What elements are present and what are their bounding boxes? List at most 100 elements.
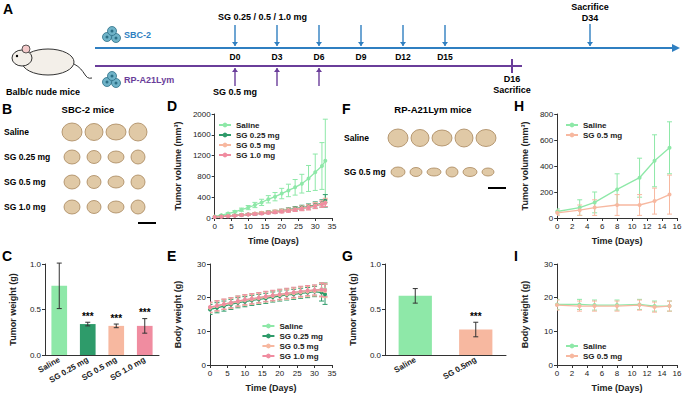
svg-text:200: 200 <box>540 188 554 197</box>
svg-text:5: 5 <box>225 369 230 378</box>
svg-text:Sacrifice: Sacrifice <box>571 2 609 12</box>
svg-text:D16: D16 <box>504 74 521 84</box>
svg-text:***: *** <box>82 311 94 322</box>
svg-text:D0: D0 <box>230 52 241 62</box>
svg-text:30: 30 <box>544 260 553 269</box>
svg-text:SG 0.5 mg: SG 0.5 mg <box>213 87 257 97</box>
svg-text:Time (Days): Time (Days) <box>592 236 643 246</box>
svg-text:F: F <box>342 101 351 117</box>
svg-text:0.0: 0.0 <box>370 351 382 360</box>
svg-text:D15: D15 <box>437 52 453 62</box>
svg-text:RP-A21Lym: RP-A21Lym <box>124 75 174 85</box>
svg-text:Tumor volume (mm³): Tumor volume (mm³) <box>173 122 183 211</box>
svg-text:2: 2 <box>570 222 575 231</box>
svg-text:0: 0 <box>549 361 554 370</box>
svg-text:35: 35 <box>328 222 337 231</box>
svg-text:Tumor volume (mm³): Tumor volume (mm³) <box>520 122 530 211</box>
svg-text:10: 10 <box>628 369 637 378</box>
svg-text:20: 20 <box>197 293 206 302</box>
svg-text:Saline: Saline <box>583 342 607 351</box>
svg-text:SG 1.0 mg: SG 1.0 mg <box>236 151 275 160</box>
svg-text:D9: D9 <box>356 52 367 62</box>
svg-text:20: 20 <box>277 222 286 231</box>
svg-text:600: 600 <box>540 136 554 145</box>
svg-text:SG 0.5mg: SG 0.5mg <box>442 355 479 381</box>
svg-text:10: 10 <box>544 327 553 336</box>
svg-text:0: 0 <box>208 369 213 378</box>
svg-text:Body weight (g): Body weight (g) <box>520 281 530 349</box>
svg-text:0.5: 0.5 <box>30 305 42 314</box>
svg-text:Saline: Saline <box>583 121 607 130</box>
svg-text:***: *** <box>139 307 151 318</box>
svg-text:0.0: 0.0 <box>30 351 42 360</box>
svg-text:D12: D12 <box>395 52 411 62</box>
svg-text:8: 8 <box>615 222 620 231</box>
svg-text:0: 0 <box>555 369 560 378</box>
svg-text:0: 0 <box>549 214 554 223</box>
svg-text:Tumor weight (g): Tumor weight (g) <box>348 273 358 345</box>
svg-text:6: 6 <box>600 222 605 231</box>
svg-text:Body weight (g): Body weight (g) <box>173 281 183 349</box>
svg-text:10: 10 <box>240 369 249 378</box>
svg-text:800: 800 <box>197 172 211 181</box>
svg-text:1.0: 1.0 <box>370 260 382 269</box>
svg-text:SG 0.25 mg: SG 0.25 mg <box>279 332 323 341</box>
svg-text:25: 25 <box>294 222 303 231</box>
svg-text:A: A <box>3 1 13 17</box>
svg-text:6: 6 <box>600 369 605 378</box>
svg-text:10: 10 <box>197 327 206 336</box>
svg-text:12: 12 <box>643 222 652 231</box>
svg-text:10: 10 <box>628 222 637 231</box>
svg-text:Saline: Saline <box>236 121 260 130</box>
svg-text:1200: 1200 <box>193 151 211 160</box>
svg-text:16: 16 <box>673 369 682 378</box>
svg-text:SG 0.5 mg: SG 0.5 mg <box>583 352 622 361</box>
svg-text:0: 0 <box>212 222 217 231</box>
svg-text:SG 0.5 mg: SG 0.5 mg <box>4 177 46 187</box>
svg-text:D6: D6 <box>314 52 325 62</box>
svg-text:SG 1.0 mg: SG 1.0 mg <box>109 355 147 382</box>
svg-text:30: 30 <box>311 222 320 231</box>
svg-text:Tumor weight (g): Tumor weight (g) <box>8 273 18 345</box>
svg-text:400: 400 <box>540 162 554 171</box>
svg-text:Time (Days): Time (Days) <box>246 383 297 393</box>
svg-text:SG 0.5 mg: SG 0.5 mg <box>279 342 318 351</box>
svg-text:***: *** <box>470 311 482 322</box>
svg-text:SG 0.25 mg: SG 0.25 mg <box>236 131 280 140</box>
svg-text:Balb/c nude mice: Balb/c nude mice <box>6 87 80 97</box>
svg-text:SG 0.5 mg: SG 0.5 mg <box>236 141 275 150</box>
svg-text:SBC-2 mice: SBC-2 mice <box>62 104 115 115</box>
svg-text:SG 1.0 mg: SG 1.0 mg <box>279 352 318 361</box>
svg-text:Saline: Saline <box>344 133 369 143</box>
svg-text:Saline: Saline <box>279 322 303 331</box>
svg-text:20: 20 <box>275 369 284 378</box>
svg-text:8: 8 <box>615 369 620 378</box>
svg-text:Saline: Saline <box>4 127 29 137</box>
svg-text:800: 800 <box>540 110 554 119</box>
svg-text:30: 30 <box>197 260 206 269</box>
svg-text:16: 16 <box>673 222 682 231</box>
svg-text:D3: D3 <box>272 52 283 62</box>
svg-text:4: 4 <box>585 369 590 378</box>
svg-text:2: 2 <box>570 369 575 378</box>
svg-text:SG 0.5 mg: SG 0.5 mg <box>583 131 622 140</box>
svg-text:SG 0.5 mg: SG 0.5 mg <box>344 167 386 177</box>
svg-text:25: 25 <box>293 369 302 378</box>
svg-text:SG 1.0 mg: SG 1.0 mg <box>4 202 46 212</box>
svg-text:0: 0 <box>202 361 207 370</box>
svg-text:Time (Days): Time (Days) <box>248 236 299 246</box>
svg-text:D34: D34 <box>582 13 599 23</box>
svg-text:1600: 1600 <box>193 130 211 139</box>
svg-text:0: 0 <box>206 214 211 223</box>
svg-text:0.5: 0.5 <box>370 305 382 314</box>
svg-text:SG 0.25 mg: SG 0.25 mg <box>4 152 50 162</box>
svg-text:4: 4 <box>585 222 590 231</box>
svg-text:20: 20 <box>544 293 553 302</box>
svg-text:400: 400 <box>197 193 211 202</box>
svg-text:B: B <box>2 101 12 117</box>
svg-text:2000: 2000 <box>193 110 211 119</box>
svg-text:Sacrifice: Sacrifice <box>493 85 531 95</box>
svg-text:5: 5 <box>229 222 234 231</box>
svg-text:14: 14 <box>658 369 667 378</box>
svg-text:30: 30 <box>310 369 319 378</box>
